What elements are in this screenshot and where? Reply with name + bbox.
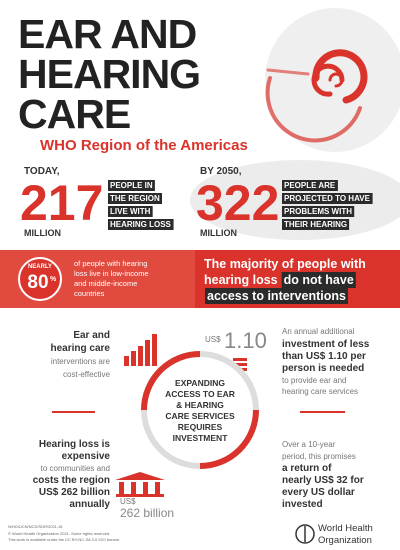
badge-text: loss live in low-income bbox=[74, 269, 149, 278]
stat-number: 322 bbox=[196, 175, 279, 231]
highlight-box bbox=[282, 219, 350, 230]
stat-unit: MILLION bbox=[200, 228, 237, 238]
head bbox=[265, 8, 400, 152]
footer-note: WHO/UCN/NCD/SDR/2021.16 bbox=[8, 524, 63, 529]
stat-label: LIVE WITH bbox=[110, 207, 151, 216]
fact-text: every US dollar bbox=[282, 487, 355, 498]
message-highlight: do not have bbox=[284, 273, 354, 287]
stat-label: PEOPLE IN bbox=[110, 181, 153, 190]
who-logo bbox=[295, 524, 315, 544]
badge bbox=[18, 257, 62, 301]
currency: US$ bbox=[120, 497, 136, 506]
highlight-box bbox=[281, 272, 356, 288]
stat-when: BY 2050, bbox=[200, 166, 242, 177]
bank-icon bbox=[115, 472, 165, 497]
badge-unit: % bbox=[50, 276, 57, 283]
highlight-box bbox=[282, 193, 373, 204]
stat-label: PEOPLE ARE bbox=[284, 181, 336, 190]
badge-text: countries bbox=[74, 289, 105, 298]
fact-text: Over a 10-year bbox=[282, 440, 336, 449]
fact-text: investment of less bbox=[282, 339, 370, 350]
fact-text: US$ 262 billion bbox=[39, 487, 110, 498]
center-arc bbox=[199, 409, 259, 469]
center-text: EXPANDING bbox=[175, 378, 225, 388]
amount: 262 billion bbox=[120, 506, 174, 520]
highlight-box bbox=[108, 206, 153, 217]
title: EAR AND bbox=[18, 11, 196, 57]
amount: 1.10 bbox=[224, 328, 267, 353]
badge-prefix: NEARLY bbox=[28, 264, 52, 270]
highlight-box bbox=[108, 219, 174, 230]
ear-swirl bbox=[265, 49, 368, 143]
fact-text: An annual additional bbox=[282, 327, 355, 336]
fact-text: than US$ 1.10 per bbox=[282, 351, 366, 362]
organization: World Health bbox=[318, 523, 373, 534]
highlight-box bbox=[108, 180, 155, 191]
fact-text: to communities and bbox=[41, 464, 110, 473]
footer-note: © World Health Organization 2021. Some r… bbox=[8, 531, 110, 536]
stat-label: HEARING LOSS bbox=[110, 220, 172, 229]
stat-label: THEIR HEARING bbox=[284, 220, 347, 229]
bar-icon bbox=[124, 334, 157, 366]
fact-text: Hearing loss is bbox=[39, 439, 111, 450]
highlight-box bbox=[282, 180, 338, 191]
badge-text: of people with hearing bbox=[74, 259, 147, 268]
stat-label: THE REGION bbox=[110, 194, 160, 203]
fact-text: expensive bbox=[62, 451, 111, 462]
currency: US$ bbox=[205, 335, 221, 344]
fact-text: Ear and bbox=[73, 330, 110, 341]
message: The majority of people with bbox=[204, 257, 366, 271]
fact-text: hearing care services bbox=[282, 387, 358, 396]
highlight-box bbox=[108, 193, 163, 204]
highlight-box bbox=[205, 288, 348, 304]
center-arc bbox=[141, 351, 201, 411]
fact-text: invested bbox=[282, 499, 323, 510]
stat-when: TODAY, bbox=[24, 166, 60, 177]
fact-text: hearing care bbox=[51, 343, 111, 354]
fact-text: annually bbox=[69, 499, 110, 510]
center-text: REQUIRES bbox=[178, 422, 223, 432]
center-text: ACCESS TO EAR bbox=[165, 389, 235, 399]
badge-text: and middle-income bbox=[74, 279, 137, 288]
fact-text: a return of bbox=[282, 463, 332, 474]
stat-number: 217 bbox=[20, 175, 103, 231]
fact-text: person is needed bbox=[282, 363, 364, 374]
stat-unit: MILLION bbox=[24, 228, 61, 238]
message: hearing loss bbox=[204, 273, 278, 287]
center-text: & HEARING bbox=[176, 400, 224, 410]
badge-number: 80 bbox=[27, 272, 48, 293]
fact-text: period, this promises bbox=[282, 452, 356, 461]
stat-label: PROJECTED TO HAVE bbox=[284, 194, 371, 203]
center-text: CARE SERVICES bbox=[165, 411, 235, 421]
footer-note: This work is available under the CC BY-N… bbox=[8, 537, 120, 542]
fact-text: nearly US$ 32 for bbox=[282, 475, 364, 486]
fact-text: cost-effective bbox=[63, 370, 111, 379]
center-text: INVESTMENT bbox=[173, 433, 229, 443]
stat-label: PROBLEMS WITH bbox=[284, 207, 352, 216]
title: HEARING bbox=[18, 51, 200, 97]
subtitle: WHO Region of the Americas bbox=[40, 137, 248, 154]
message-highlight: access to interventions bbox=[207, 289, 346, 303]
organization: Organization bbox=[318, 535, 372, 546]
highlight-box bbox=[282, 206, 355, 217]
title: CARE bbox=[18, 91, 130, 137]
fact-text: interventions are bbox=[51, 357, 111, 366]
fact-text: costs the region bbox=[33, 475, 110, 486]
fact-text: to provide ear and bbox=[282, 376, 347, 385]
